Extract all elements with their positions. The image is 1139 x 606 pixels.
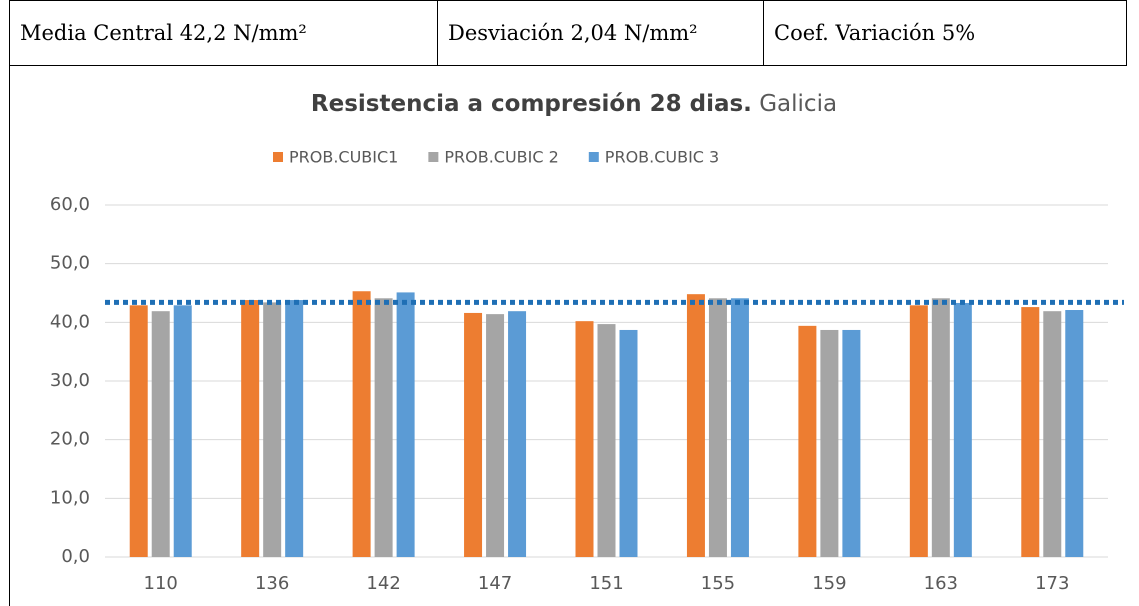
legend-swatch <box>428 152 439 162</box>
bar <box>486 314 505 557</box>
bar <box>730 298 749 557</box>
bar <box>708 298 727 557</box>
header-table: Media Central 42,2 N/mm² Desviación 2,04… <box>9 0 1127 66</box>
bar <box>909 305 928 557</box>
x-tick-label: 136 <box>255 573 289 594</box>
bar <box>241 300 260 557</box>
bar <box>129 305 148 557</box>
legend-label: PROB.CUBIC1 <box>289 148 398 167</box>
legend-label: PROB.CUBIC 2 <box>444 148 558 167</box>
bar <box>798 325 817 557</box>
y-tick-label: 40,0 <box>50 311 90 332</box>
bar <box>597 324 616 557</box>
bar <box>1043 311 1062 557</box>
legend-swatch <box>273 152 283 162</box>
bar <box>352 291 371 557</box>
x-tick-label: 142 <box>366 573 400 594</box>
x-tick-label: 173 <box>1035 573 1069 594</box>
bar <box>686 294 705 557</box>
header-cell: Media Central 42,2 N/mm² <box>10 1 438 65</box>
y-tick-label: 30,0 <box>50 370 90 391</box>
y-tick-label: 10,0 <box>50 487 90 508</box>
bar <box>151 311 170 557</box>
y-tick-label: 60,0 <box>50 194 90 215</box>
bar <box>842 329 861 557</box>
bar <box>820 329 839 557</box>
bar <box>396 292 415 557</box>
y-tick-label: 0,0 <box>61 546 90 567</box>
bar <box>1021 307 1040 557</box>
bar <box>173 305 192 557</box>
bar <box>953 302 972 557</box>
bar <box>508 311 527 557</box>
legend-swatch <box>588 152 599 162</box>
x-tick-label: 110 <box>144 573 178 594</box>
x-tick-label: 155 <box>701 573 735 594</box>
bar <box>285 300 304 557</box>
header-cell: Desviación 2,04 N/mm² <box>438 1 764 65</box>
x-tick-label: 159 <box>812 573 846 594</box>
bar <box>263 302 282 557</box>
x-tick-label: 147 <box>478 573 512 594</box>
chart-title: Resistencia a compresión 28 dias. Galici… <box>311 91 837 117</box>
subtitle-text: Galicia <box>759 91 837 117</box>
legend-label: PROB.CUBIC 3 <box>605 148 719 167</box>
header-cell: Coef. Variación 5% <box>774 21 976 45</box>
y-tick-label: 50,0 <box>50 253 90 274</box>
x-tick-label: 151 <box>589 573 623 594</box>
x-tick-label: 163 <box>924 573 958 594</box>
bar <box>374 298 393 557</box>
bar <box>931 298 950 557</box>
bar <box>575 321 594 557</box>
y-tick-label: 20,0 <box>50 429 90 450</box>
bar <box>1065 310 1084 557</box>
bar <box>619 329 638 557</box>
title-text: Resistencia a compresión 28 dias. <box>311 91 752 117</box>
bar <box>464 312 483 557</box>
